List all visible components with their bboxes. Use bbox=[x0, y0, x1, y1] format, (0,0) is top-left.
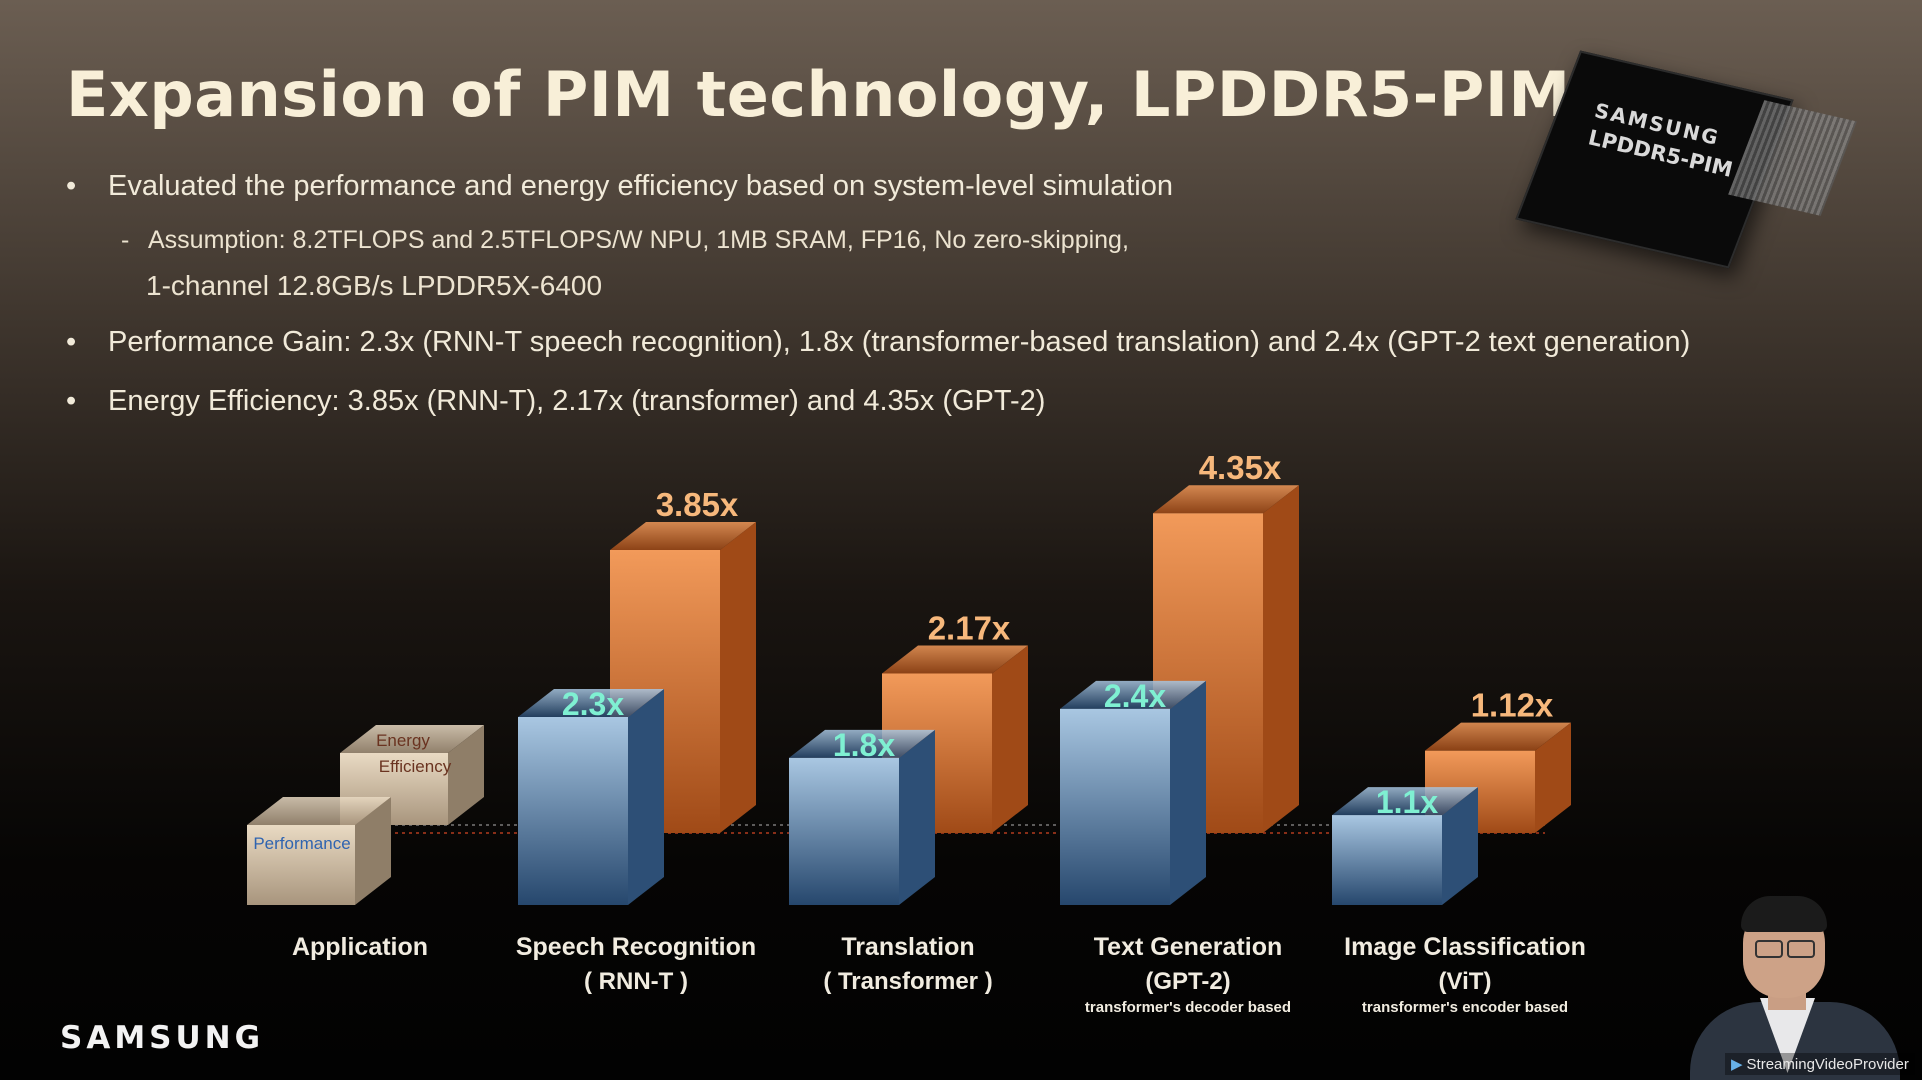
energy-bar-1 bbox=[882, 645, 1028, 833]
bullet-energy-text: Energy Efficiency: 3.85x (RNN-T), 2.17x … bbox=[108, 385, 1046, 417]
performance-value-label-0: 2.3x bbox=[562, 686, 624, 722]
bullet-dot: • bbox=[66, 385, 77, 417]
sub-dash: - bbox=[121, 226, 130, 254]
presenter-hair bbox=[1741, 896, 1827, 932]
energy-bar-2-side bbox=[1263, 485, 1299, 833]
legend-energy-label-line2: Efficiency bbox=[379, 757, 452, 776]
performance-bar-0-front bbox=[518, 717, 628, 905]
energy-bar-3-top bbox=[1425, 722, 1571, 751]
presenter-glasses-left bbox=[1755, 940, 1783, 958]
slide-title: Expansion of PIM technology, LPDDR5-PIM bbox=[66, 58, 1571, 131]
legend-energy-box-top bbox=[340, 725, 484, 753]
performance-bar-1 bbox=[789, 729, 935, 905]
energy-bar-1-top bbox=[882, 645, 1028, 674]
legend-energy-label-line1: Energy bbox=[376, 731, 430, 750]
bullet-performance-text: Performance Gain: 2.3x (RNN-T speech rec… bbox=[108, 326, 1691, 358]
performance-bar-2 bbox=[1060, 680, 1206, 905]
category-sublabel-3: (ViT) bbox=[1439, 968, 1492, 995]
sub-memory: 1-channel 12.8GB/s LPDDR5X-6400 bbox=[146, 270, 603, 301]
samsung-logo: SAMSUNG bbox=[60, 1020, 265, 1056]
performance-bar-3-front bbox=[1332, 815, 1442, 905]
energy-bar-2 bbox=[1153, 485, 1299, 833]
performance-bar-3 bbox=[1332, 787, 1478, 905]
legend-performance-label: Performance bbox=[253, 834, 350, 853]
energy-bar-0-side bbox=[720, 522, 756, 833]
category-label-1: Translation bbox=[841, 933, 974, 961]
performance-bar-3-side bbox=[1442, 787, 1478, 905]
legend-performance-box-side bbox=[355, 797, 391, 905]
category-sublabel-2: (GPT-2) bbox=[1145, 968, 1230, 995]
energy-bar-3-side bbox=[1535, 722, 1571, 833]
energy-value-label-1: 2.17x bbox=[928, 609, 1011, 646]
watermark-text: StreamingVideoProvider bbox=[1746, 1056, 1909, 1073]
performance-bar-2-top bbox=[1060, 680, 1206, 709]
energy-bar-3 bbox=[1425, 722, 1571, 833]
sub-assumption: Assumption: 8.2TFLOPS and 2.5TFLOPS/W NP… bbox=[148, 226, 1129, 254]
presenter-glasses-right bbox=[1787, 940, 1815, 958]
performance-bar-2-front bbox=[1060, 708, 1170, 905]
performance-value-label-3: 1.1x bbox=[1376, 784, 1438, 820]
category-note-3: transformer's encoder based bbox=[1362, 999, 1568, 1016]
performance-bar-3-top bbox=[1332, 787, 1478, 816]
category-label-3: Image Classification bbox=[1344, 933, 1586, 961]
energy-bar-0-top bbox=[610, 522, 756, 550]
watermark: ▶ StreamingVideoProvider bbox=[1725, 1053, 1915, 1075]
category-label-application: Application bbox=[292, 933, 428, 961]
bullet-simulation-text: Evaluated the performance and energy eff… bbox=[108, 170, 1173, 202]
legend-energy-box-side bbox=[448, 725, 484, 825]
category-label-2: Text Generation bbox=[1094, 933, 1282, 961]
legend-performance-box-top bbox=[247, 797, 391, 825]
category-sublabel-1: ( Transformer ) bbox=[823, 968, 992, 995]
energy-value-label-0: 3.85x bbox=[656, 486, 739, 523]
energy-bar-1-side bbox=[992, 645, 1028, 833]
performance-bar-0-side bbox=[628, 689, 664, 905]
bullet-dot: • bbox=[66, 326, 77, 358]
energy-value-label-2: 4.35x bbox=[1199, 449, 1282, 486]
legend-performance-box bbox=[247, 797, 391, 905]
energy-bar-2-top bbox=[1153, 485, 1299, 514]
performance-bar-0 bbox=[518, 689, 664, 905]
legend-performance-box-front bbox=[247, 825, 355, 905]
performance-value-label-2: 2.4x bbox=[1104, 678, 1166, 714]
performance-value-label-1: 1.8x bbox=[833, 727, 895, 763]
play-circle-icon: ▶ bbox=[1731, 1056, 1743, 1073]
category-sublabel-0: ( RNN-T ) bbox=[584, 968, 688, 995]
performance-bar-1-top bbox=[789, 729, 935, 758]
presenter-video bbox=[1665, 890, 1920, 1080]
energy-value-label-3: 1.12x bbox=[1471, 687, 1554, 724]
performance-bar-1-front bbox=[789, 757, 899, 905]
category-note-2: transformer's decoder based bbox=[1085, 999, 1291, 1016]
performance-bar-1-side bbox=[899, 729, 935, 905]
bullet-dot: • bbox=[66, 170, 77, 202]
category-label-0: Speech Recognition bbox=[516, 933, 756, 961]
performance-bar-2-side bbox=[1170, 680, 1206, 905]
performance-bar-0-top bbox=[518, 689, 664, 717]
